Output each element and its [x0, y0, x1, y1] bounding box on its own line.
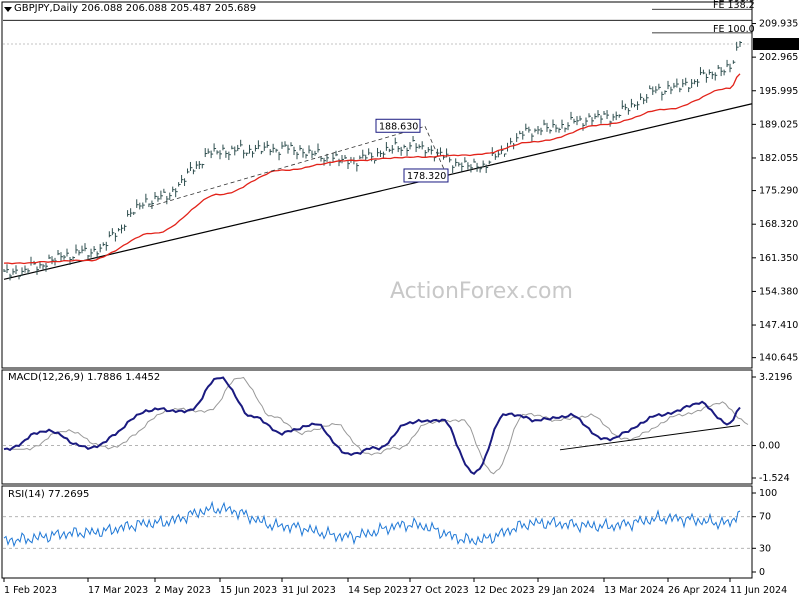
- price-y-tick-label: 189.025: [759, 119, 798, 130]
- rsi-series-group: [3, 500, 752, 549]
- x-tick-label: 12 Dec 2023: [474, 585, 535, 596]
- x-tick-label: 11 Jun 2024: [730, 585, 787, 596]
- x-tick-label: 29 Jan 2024: [538, 585, 595, 596]
- price-y-tick-label: 175.290: [759, 186, 798, 197]
- macd-panel-frame: [1, 369, 753, 485]
- price-y-tick-label: 147.410: [759, 320, 798, 331]
- annotation-box: [375, 118, 421, 133]
- rsi-panel-frame: [1, 485, 753, 579]
- x-tick-label: 26 Apr 2024: [668, 585, 727, 596]
- dropdown-triangle-icon[interactable]: [4, 7, 12, 12]
- price-y-tick-label: 202.965: [759, 52, 798, 63]
- annotation-label: 178.320: [407, 171, 446, 182]
- x-tick-label: 27 Oct 2023: [410, 585, 469, 596]
- channel-dashed-line: [149, 125, 426, 207]
- annotation-label: 188.630: [379, 121, 418, 132]
- macd-header: MACD(12,26,9) 1.7886 1.4452: [8, 372, 161, 383]
- x-tick-label: 15 Jun 2023: [220, 585, 277, 596]
- symbol-header: GBPJPY,Daily 206.088 206.088 205.487 205…: [14, 3, 256, 14]
- macd-trendline: [559, 424, 741, 451]
- rsi-y-tick-label: 0: [759, 567, 765, 578]
- rsi-y-tick-label: 70: [759, 512, 771, 523]
- price-y-tick-label: 140.645: [759, 353, 798, 364]
- axes-group: 140.645 147.410 154.380 161.350 168.320 175.2…: [3, 19, 799, 596]
- annotation-box: [403, 168, 449, 183]
- fib-label-1: FE 138.2: [713, 0, 755, 11]
- correction-dashed-line: [424, 126, 448, 177]
- price-y-tick-label: 168.320: [759, 219, 798, 230]
- ohlc-label: 206.088 206.088 205.487 205.689: [81, 3, 257, 14]
- moving-average-line: [3, 73, 741, 265]
- macd-y-tick-label: 0.00: [759, 441, 780, 452]
- x-tick-label: 13 Mar 2024: [604, 585, 664, 596]
- symbol-label: GBPJPY,Daily: [14, 3, 78, 14]
- current-price-label: 205.689: [758, 39, 797, 50]
- x-tick-label: 2 May 2023: [155, 585, 211, 596]
- price-y-tick-label: 154.380: [759, 286, 798, 297]
- x-tick-label: 17 Mar 2023: [88, 585, 148, 596]
- fib-label-2: FE 100.0: [713, 24, 755, 35]
- rsi-line: [3, 500, 741, 548]
- rsi-y-tick-label: 30: [759, 543, 771, 554]
- macd-y-tick-label: 3.2196: [759, 372, 792, 383]
- watermark: ActionForex.com: [390, 279, 573, 304]
- price-y-tick-label: 182.055: [759, 153, 798, 164]
- macd-line: [3, 376, 741, 475]
- macd-signal-line: [12, 376, 749, 475]
- x-tick-label: 14 Sep 2023: [348, 585, 408, 596]
- rsi-header: RSI(14) 77.2695: [8, 489, 90, 500]
- x-tick-label: 31 Jul 2023: [282, 585, 336, 596]
- price-y-tick-label: 209.935: [759, 19, 798, 30]
- support-trendline: [3, 103, 753, 280]
- current-price-box: [753, 38, 799, 51]
- price-series-group: FE 161.8FE 138.2 FE 100.0 188.630 178.320: [3, 0, 755, 281]
- fib-label-0: FE 161.8: [713, 0, 755, 4]
- price-y-tick-label: 195.995: [759, 86, 798, 97]
- macd-y-tick-label: -1.524: [759, 473, 790, 484]
- macd-series-group: [3, 376, 752, 475]
- rsi-y-tick-label: 100: [759, 488, 777, 499]
- price-y-tick-label: 161.350: [759, 253, 798, 264]
- price-panel-frame: [1, 1, 753, 369]
- x-tick-label: 1 Feb 2023: [4, 585, 57, 596]
